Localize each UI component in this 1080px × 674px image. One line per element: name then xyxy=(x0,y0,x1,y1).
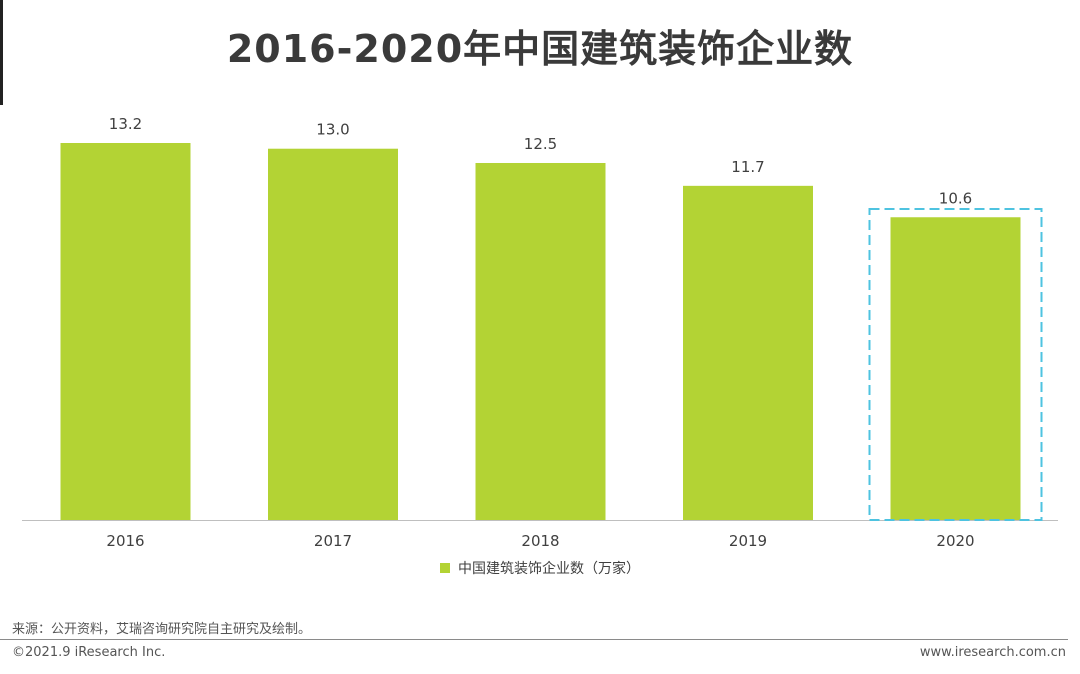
data-label-2017: 13.0 xyxy=(316,121,349,139)
data-label-2019: 11.7 xyxy=(731,158,764,176)
website-link[interactable]: www.iresearch.com.cn xyxy=(919,645,1066,660)
copyright-text: ©2021.9 iResearch Inc. xyxy=(12,645,166,660)
x-tick-2016: 2016 xyxy=(106,532,144,550)
data-label-2020: 10.6 xyxy=(939,189,972,207)
footer-divider xyxy=(0,639,1068,640)
bar-2017 xyxy=(268,148,398,520)
data-label-2018: 12.5 xyxy=(524,135,557,153)
bar-2016 xyxy=(60,143,191,520)
x-tick-2018: 2018 xyxy=(521,532,559,550)
bar-2019 xyxy=(683,185,813,520)
x-tick-2017: 2017 xyxy=(314,532,352,550)
x-tick-2019: 2019 xyxy=(729,532,767,550)
highlight-box-2020 xyxy=(868,208,1043,521)
source-note: 来源：公开资料，艾瑞咨询研究院自主研究及绘制。 xyxy=(12,622,312,637)
bar-2020 xyxy=(890,217,1021,520)
bar-2018 xyxy=(475,162,606,520)
legend-label: 中国建筑装饰企业数（万家） xyxy=(458,561,640,577)
left-accent-bar xyxy=(0,0,3,105)
legend-swatch xyxy=(440,563,450,573)
page-title: 2016-2020年中国建筑装饰企业数 xyxy=(226,27,854,71)
x-tick-2020: 2020 xyxy=(936,532,974,550)
data-label-2016: 13.2 xyxy=(109,115,142,133)
legend: 中国建筑装饰企业数（万家） xyxy=(0,558,1080,578)
